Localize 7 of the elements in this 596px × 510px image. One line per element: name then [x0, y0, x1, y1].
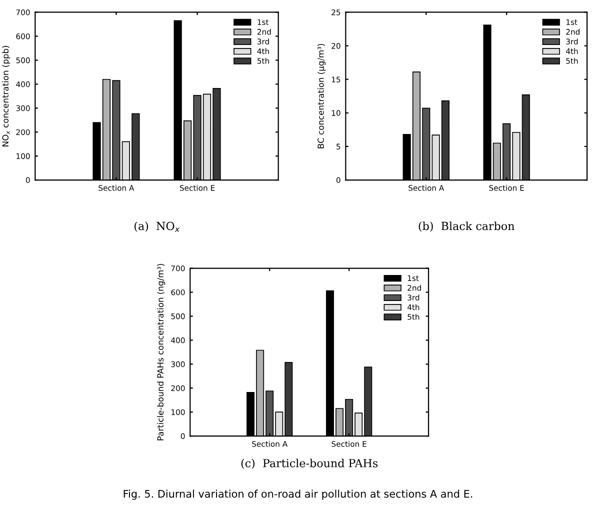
text: (a) NO$_{x}$: [134, 222, 180, 232]
text: (b) Black carbon: [418, 222, 514, 232]
text: (c) Particle-bound PAHs: [241, 458, 378, 469]
y-axis-title: Particle-bound PAHs concentration (ng/m³): [157, 264, 166, 440]
caption: Fig. 5. Diurnal variation of on-road air pollution at sections A and E.: [124, 490, 472, 500]
y-axis-title: BC concentration (μg/m³): [317, 44, 326, 148]
y-axis-title: NO$_{x}$ concentration (ppb): [2, 46, 10, 146]
